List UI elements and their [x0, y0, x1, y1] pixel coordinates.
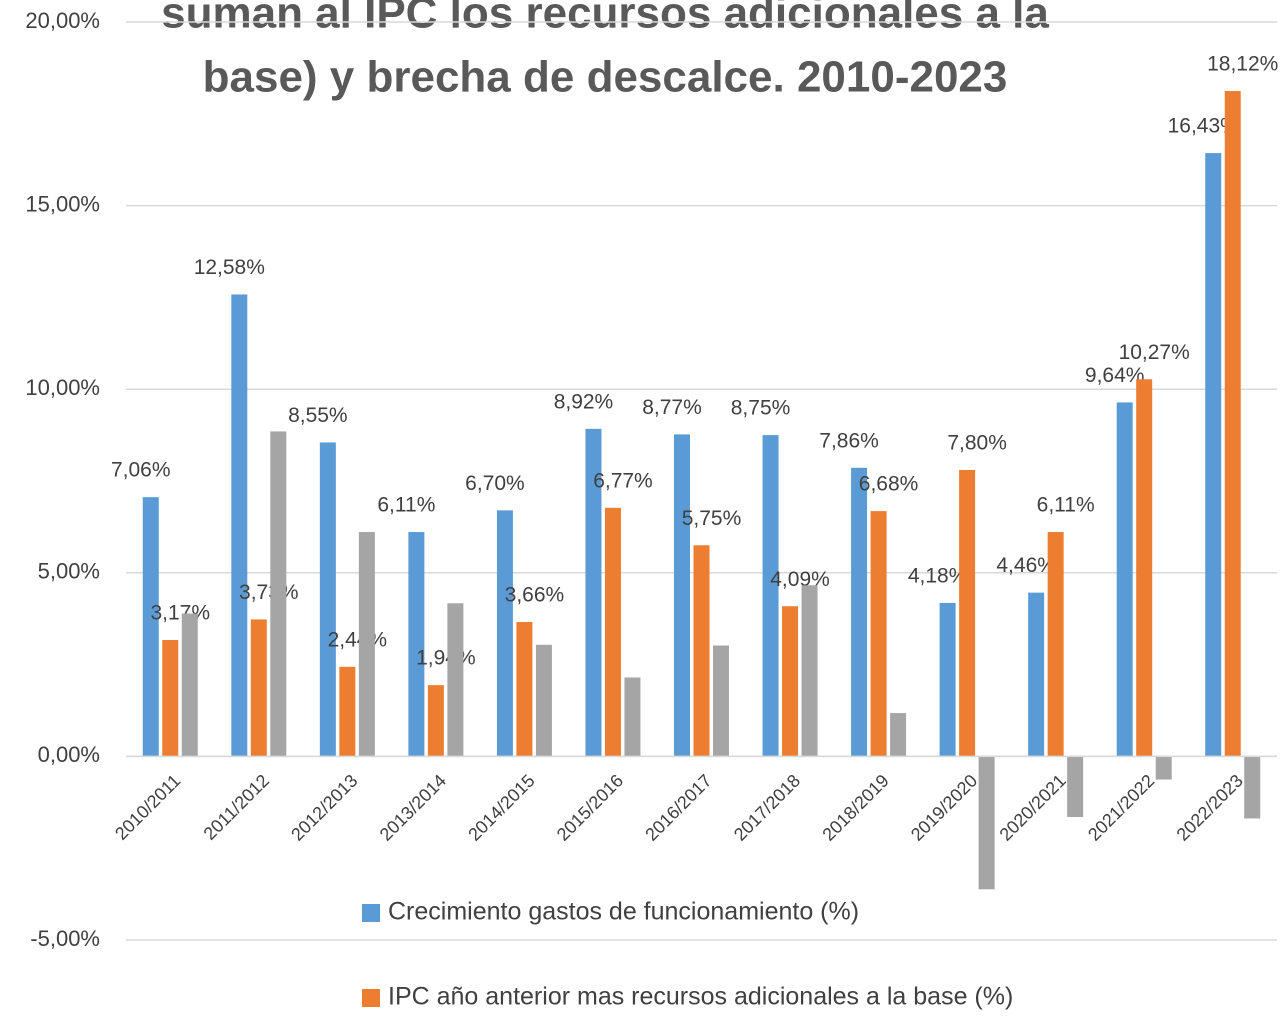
data-label: 6,68%: [859, 473, 919, 496]
bar: [1155, 756, 1172, 780]
data-label: 5,75%: [682, 507, 742, 530]
x-tick-label: 2020/2021: [996, 770, 1070, 844]
bar: [231, 294, 248, 757]
bar: [181, 613, 198, 757]
data-label: 8,75%: [731, 397, 791, 420]
data-label: 4,09%: [770, 568, 830, 591]
data-label: 10,27%: [1119, 341, 1190, 364]
x-tick-label: 2011/2012: [200, 770, 273, 843]
legend-label: Crecimiento gastos de funcionamiento (%): [388, 898, 859, 926]
bar: [142, 497, 159, 757]
y-tick-label: -5,00%: [30, 926, 100, 951]
legend-swatch: [362, 989, 380, 1007]
data-label: 7,86%: [819, 429, 879, 452]
x-tick-label: 2013/2014: [376, 770, 450, 844]
bar: [1067, 756, 1084, 817]
y-tick-label: 15,00%: [25, 191, 100, 216]
bar: [978, 756, 995, 890]
chart-title: base) y brecha de descalce. 2010-2023: [203, 53, 1008, 102]
data-label: 18,12%: [1207, 53, 1278, 76]
data-label: 3,73%: [239, 581, 299, 604]
data-label: 16,43%: [1168, 115, 1239, 138]
bar: [713, 645, 729, 757]
bar: [358, 532, 375, 757]
x-tick-label: 2019/2020: [907, 770, 981, 844]
data-label: 9,64%: [1085, 364, 1145, 387]
x-tick-label: 2010/2011: [111, 770, 184, 843]
bar: [1244, 756, 1261, 819]
data-label: 12,58%: [194, 256, 265, 279]
x-tick-label: 2014/2015: [464, 770, 538, 844]
bar: [585, 428, 602, 757]
legend-swatch: [362, 904, 380, 922]
bar: [339, 666, 356, 757]
bar: [447, 603, 464, 757]
x-tick-label: 2015/2016: [553, 770, 627, 844]
bar: [762, 435, 779, 757]
y-tick-label: 20,00%: [25, 8, 100, 33]
data-label: 7,80%: [947, 432, 1007, 455]
x-tick-label: 2021/2022: [1084, 770, 1158, 844]
bar: [162, 639, 179, 757]
x-tick-label: 2012/2013: [287, 770, 361, 844]
bar: [427, 685, 444, 757]
bar: [674, 434, 690, 757]
y-tick-label: 10,00%: [25, 375, 100, 400]
bar: [939, 602, 956, 757]
bar: [408, 532, 425, 757]
bar: [1028, 592, 1045, 757]
bar: [1205, 153, 1222, 757]
bar: [1116, 402, 1133, 757]
bar: [693, 545, 710, 757]
bar: [1136, 379, 1153, 757]
data-label: 7,06%: [111, 459, 171, 482]
bar: [1224, 91, 1241, 757]
x-tick-label: 2017/2018: [730, 770, 804, 844]
data-label: 6,70%: [465, 472, 525, 495]
x-tick-label: 2018/2019: [818, 770, 892, 844]
data-label: 3,17%: [150, 602, 210, 625]
x-tick-label: 2022/2023: [1173, 770, 1247, 844]
legend-label: IPC año anterior mas recursos adicionale…: [388, 983, 1013, 1011]
bar: [624, 677, 641, 757]
bar: [319, 442, 336, 757]
bar: [870, 511, 887, 757]
y-tick-label: 0,00%: [38, 742, 100, 767]
data-label: 3,66%: [505, 584, 565, 607]
chart-title: suman al IPC los recursos adicionales a …: [161, 0, 1049, 38]
bar: [782, 606, 799, 757]
bar: [604, 507, 621, 757]
data-label: 6,11%: [377, 494, 435, 517]
data-label: 8,92%: [554, 390, 614, 413]
bar: [270, 431, 287, 757]
bar: [801, 585, 818, 757]
grid: [126, 21, 1277, 941]
data-label: 8,55%: [288, 404, 348, 427]
bar: [516, 622, 533, 757]
x-tick-label: 2016/2017: [641, 770, 715, 844]
bar: [535, 644, 552, 757]
data-label: 6,77%: [593, 469, 653, 492]
data-label: 4,46%: [996, 554, 1056, 577]
bar: [250, 619, 267, 757]
bar: [890, 713, 907, 757]
bar: [496, 510, 513, 757]
y-tick-label: 5,00%: [38, 559, 100, 584]
data-label: 6,11%: [1037, 494, 1095, 517]
data-label: 2,44%: [328, 628, 388, 651]
bar: [851, 467, 868, 757]
data-label: 4,18%: [908, 564, 968, 587]
data-label: 8,77%: [642, 396, 702, 419]
data-label: 1,94%: [416, 647, 476, 670]
bar: [959, 469, 976, 757]
bar: [1047, 532, 1064, 757]
